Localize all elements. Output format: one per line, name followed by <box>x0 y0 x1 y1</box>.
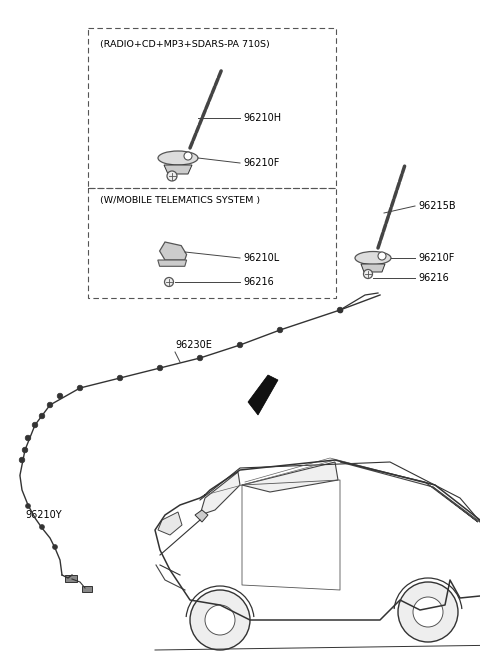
Circle shape <box>363 269 372 278</box>
Circle shape <box>167 171 177 181</box>
Bar <box>65 575 77 582</box>
Circle shape <box>47 402 53 408</box>
Circle shape <box>22 447 28 453</box>
Polygon shape <box>159 242 187 260</box>
Circle shape <box>398 582 458 642</box>
Polygon shape <box>340 462 478 522</box>
Circle shape <box>157 365 163 371</box>
Text: (W/MOBILE TELEMATICS SYSTEM ): (W/MOBILE TELEMATICS SYSTEM ) <box>100 196 260 205</box>
Circle shape <box>77 385 83 391</box>
Circle shape <box>57 393 63 399</box>
Circle shape <box>277 328 283 333</box>
Bar <box>88 188 336 298</box>
Polygon shape <box>158 260 187 267</box>
Polygon shape <box>242 462 338 492</box>
Circle shape <box>413 597 443 627</box>
Circle shape <box>184 152 192 160</box>
Polygon shape <box>248 375 278 415</box>
Circle shape <box>25 435 31 441</box>
Polygon shape <box>361 264 385 272</box>
Circle shape <box>25 504 31 508</box>
Circle shape <box>337 307 343 313</box>
Text: 96210Y: 96210Y <box>25 510 61 520</box>
Text: 96216: 96216 <box>418 273 449 283</box>
Circle shape <box>52 544 58 550</box>
Circle shape <box>190 590 250 650</box>
Text: 96216: 96216 <box>243 277 274 287</box>
Polygon shape <box>195 510 208 522</box>
Bar <box>88 28 336 188</box>
Text: 96210H: 96210H <box>243 113 281 123</box>
Circle shape <box>117 375 123 381</box>
Circle shape <box>165 278 173 286</box>
Text: 96215B: 96215B <box>418 201 456 211</box>
Circle shape <box>32 422 38 428</box>
Bar <box>82 586 92 592</box>
Ellipse shape <box>355 252 391 265</box>
Circle shape <box>197 355 203 361</box>
Circle shape <box>39 413 45 419</box>
Circle shape <box>19 457 25 463</box>
Polygon shape <box>158 512 182 535</box>
Circle shape <box>205 605 235 635</box>
Text: 96210F: 96210F <box>418 253 455 263</box>
Circle shape <box>39 525 45 529</box>
Polygon shape <box>200 472 240 515</box>
Circle shape <box>237 342 243 348</box>
Text: (RADIO+CD+MP3+SDARS-PA 710S): (RADIO+CD+MP3+SDARS-PA 710S) <box>100 40 270 49</box>
Polygon shape <box>164 165 192 174</box>
Ellipse shape <box>158 151 198 165</box>
Circle shape <box>378 252 386 260</box>
Text: 96230E: 96230E <box>175 340 212 350</box>
Text: 96210L: 96210L <box>243 253 279 263</box>
Text: 96210F: 96210F <box>243 158 279 168</box>
